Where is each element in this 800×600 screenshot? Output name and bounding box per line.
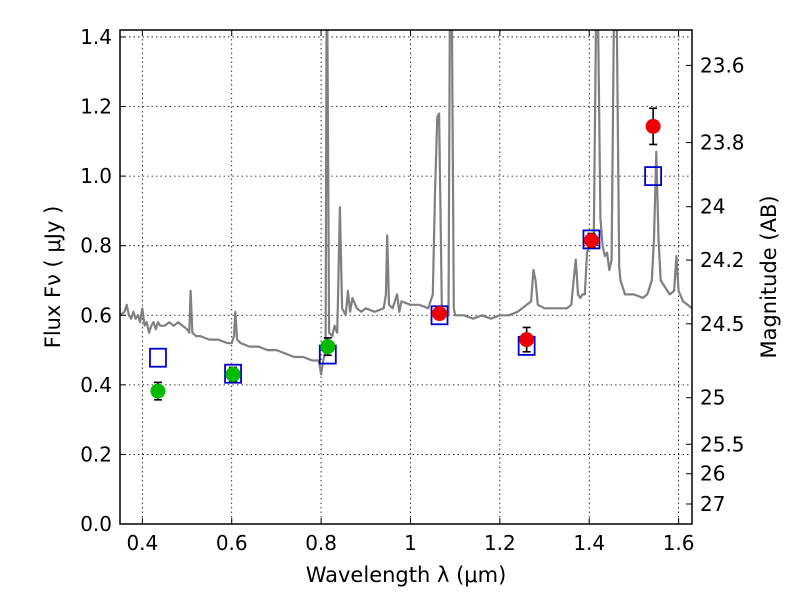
x-tick-label: 1.4	[573, 531, 605, 555]
model-flux-marker	[644, 166, 663, 187]
grid	[120, 30, 692, 524]
observed-flux-point	[225, 366, 241, 382]
model-flux-marker	[149, 347, 167, 368]
right-axis-label: Magnitude (AB)	[757, 195, 781, 358]
mag-tick-label: 26	[700, 462, 725, 486]
x-tick-label: 1	[404, 531, 417, 555]
mag-tick-label: 27	[700, 492, 725, 516]
model-flux-marker	[582, 229, 601, 250]
mag-tick-label: 24.2	[700, 248, 745, 272]
y-tick-label: 0.0	[80, 512, 112, 536]
observed-flux-point	[320, 339, 336, 355]
y-tick-label: 1.2	[80, 95, 112, 119]
plot-frame	[119, 29, 693, 525]
mag-tick-label: 25.5	[700, 432, 745, 456]
y-tick-label: 0.8	[80, 234, 112, 258]
y-tick-label: 0.6	[80, 303, 112, 327]
x-tick-label: 0.4	[126, 531, 158, 555]
x-tick-label: 0.8	[305, 531, 337, 555]
spectrum-line	[120, 30, 692, 376]
mag-tick-label: 24.5	[700, 312, 745, 336]
x-tick-label: 1.2	[484, 531, 516, 555]
x-axis-label: Wavelength λ (μm)	[306, 563, 507, 587]
mag-tick-label: 24	[700, 195, 725, 219]
ticks: 0.4 0.6 0.8 1 1.2 1.4 1.6 0.0 0.2 0.4 0.6 0.8 1.0 1.2…	[80, 25, 744, 555]
plot-area	[120, 30, 692, 401]
y-tick-label: 0.4	[80, 373, 112, 397]
model-flux-marker	[224, 363, 242, 384]
x-tick-label: 0.6	[216, 531, 248, 555]
mag-tick-label: 23.6	[700, 53, 745, 77]
observed-flux-point	[519, 332, 535, 348]
observed-flux-point	[645, 118, 661, 134]
y-tick-label: 1.4	[80, 25, 112, 49]
observed-flux-point	[432, 306, 448, 322]
y-tick-label: 0.2	[80, 442, 112, 466]
y-axis-label: Flux Fν ( μJy )	[41, 206, 65, 349]
mag-tick-label: 23.8	[700, 131, 745, 155]
observed-flux-point	[150, 383, 166, 399]
x-tick-label: 1.6	[663, 531, 695, 555]
mag-tick-label: 25	[700, 386, 725, 410]
observed-flux-point	[583, 232, 599, 248]
y-tick-label: 1.0	[80, 164, 112, 188]
